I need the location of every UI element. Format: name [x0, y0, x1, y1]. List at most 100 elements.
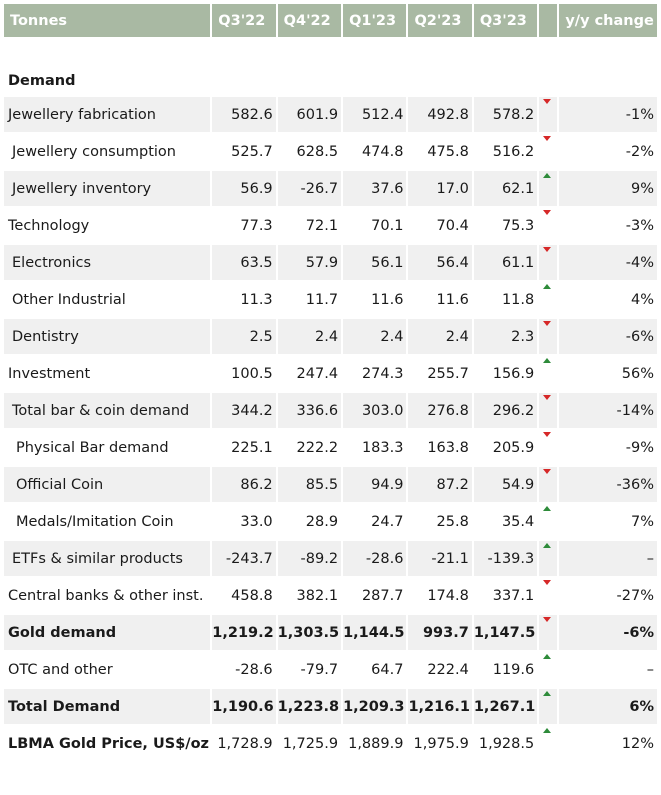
section-row: Demand	[4, 39, 657, 95]
table-row: LBMA Gold Price, US$/oz 1,728.9 1,725.9 1,8…	[4, 726, 657, 761]
row-value: 601.9	[277, 97, 342, 132]
row-yy-change: -2%	[625, 143, 654, 160]
row-value: 33.0	[240, 513, 273, 530]
row-value: 492.8	[408, 97, 472, 132]
triangle-down-icon	[543, 247, 552, 252]
row-yy-change: 56%	[621, 365, 654, 382]
table-row: OTC and other -28.6 -79.7 64.7 222.4 119.6 –	[4, 652, 657, 687]
row-label: ETFs & similar products	[4, 541, 211, 576]
row-yy-change: -14%	[559, 393, 657, 428]
table-row: Physical Bar demand 225.1 222.2 183.3 163.8 2…	[4, 430, 657, 465]
row-value: 1,303.5	[277, 615, 342, 650]
row-value: 475.8	[427, 143, 469, 160]
trend-cell	[539, 245, 558, 280]
row-value: 70.1	[371, 217, 404, 234]
row-value: 17.0	[408, 171, 472, 206]
trend-cell	[539, 393, 558, 428]
table-row: ETFs & similar products -243.7 -89.2 -28.6-…	[4, 541, 657, 576]
row-yy-change: 7%	[630, 513, 654, 530]
row-yy-change: –	[646, 661, 654, 678]
header-quarter: Q3'23	[473, 4, 538, 37]
triangle-down-icon	[543, 136, 552, 141]
row-value: 183.3	[361, 439, 404, 456]
row-value: 61.1	[473, 245, 538, 280]
trend-cell	[539, 652, 557, 687]
row-yy-change: -4%	[559, 245, 657, 280]
row-label: Physical Bar demand	[16, 439, 169, 456]
row-value: 85.5	[277, 467, 342, 502]
triangle-down-icon	[543, 395, 552, 400]
trend-cell	[539, 171, 558, 206]
row-value: -26.7	[277, 171, 342, 206]
row-value: 1,216.1	[408, 689, 472, 724]
row-label: Total Demand	[4, 689, 211, 724]
triangle-up-icon	[543, 506, 552, 511]
row-value: -28.6	[343, 541, 407, 576]
row-value: 337.1	[492, 587, 535, 604]
triangle-up-icon	[543, 173, 552, 178]
row-value: 628.5	[296, 143, 339, 160]
row-value: 37.6	[343, 171, 407, 206]
trend-cell	[539, 282, 557, 317]
row-value: 344.2	[212, 393, 276, 428]
row-value: 174.8	[427, 587, 469, 604]
trend-cell	[539, 689, 558, 724]
row-label: Jewellery fabrication	[4, 97, 211, 132]
row-value: 86.2	[212, 467, 276, 502]
trend-cell	[539, 467, 558, 502]
row-label: Central banks & other inst.	[8, 587, 204, 604]
trend-cell	[539, 504, 557, 539]
row-label: Jewellery consumption	[12, 143, 176, 160]
triangle-down-icon	[543, 321, 552, 326]
trend-cell	[539, 97, 558, 132]
triangle-up-icon	[543, 654, 552, 659]
row-value: 75.3	[501, 217, 535, 234]
triangle-up-icon	[543, 358, 552, 363]
row-value: 63.5	[212, 245, 276, 280]
row-value: 1,219.2	[212, 615, 276, 650]
table-row: Total Demand 1,190.6 1,223.8 1,209.3 1,216.1…	[4, 689, 657, 724]
row-value: 11.3	[240, 291, 273, 308]
row-value: 222.2	[296, 439, 339, 456]
row-yy-change: -3%	[625, 217, 654, 234]
row-value: 525.7	[231, 143, 273, 160]
row-value: 87.2	[408, 467, 472, 502]
row-value: 2.3	[473, 319, 538, 354]
row-value: 1,267.1	[473, 689, 538, 724]
row-yy-change: 9%	[559, 171, 657, 206]
row-label: Technology	[8, 217, 90, 234]
row-value: 578.2	[473, 97, 538, 132]
row-value: 100.5	[231, 365, 273, 382]
row-value: 287.7	[361, 587, 404, 604]
row-value: 94.9	[343, 467, 407, 502]
table-row: Technology 77.3 72.1 70.1 70.4 75.3 -3%	[4, 208, 657, 243]
row-value: -21.1	[408, 541, 472, 576]
row-value: 11.6	[371, 291, 404, 308]
triangle-down-icon	[543, 580, 552, 585]
row-value: 2.4	[408, 319, 472, 354]
row-value: -28.6	[235, 661, 273, 678]
row-yy-change: -1%	[559, 97, 657, 132]
table-row: Jewellery fabrication 582.6 601.9 512.4 492.…	[4, 97, 657, 132]
row-yy-change: 12%	[621, 735, 654, 752]
row-value: -89.2	[277, 541, 342, 576]
row-label: Total bar & coin demand	[4, 393, 211, 428]
row-value: 303.0	[343, 393, 407, 428]
row-value: 163.8	[427, 439, 469, 456]
row-value: 77.3	[240, 217, 273, 234]
row-value: 11.8	[501, 291, 535, 308]
table-row: Official Coin 86.2 85.5 94.9 87.2 54.9 -36%	[4, 467, 657, 502]
table-row: Medals/Imitation Coin 33.0 28.9 24.7 25.8 35.…	[4, 504, 657, 539]
row-value: 1,728.9	[217, 735, 273, 752]
table-row: Gold demand 1,219.2 1,303.5 1,144.5 993.7 1,1…	[4, 615, 657, 650]
row-value: 1,223.8	[277, 689, 342, 724]
table-row: Investment 100.5 247.4 274.3 255.7 156.9 56%	[4, 356, 657, 391]
trend-cell	[539, 578, 557, 613]
row-yy-change: -36%	[559, 467, 657, 502]
header-quarter: Q1'23	[343, 4, 407, 37]
table-row: Other Industrial 11.3 11.7 11.6 11.6 11.8 4%	[4, 282, 657, 317]
row-value: 1,190.6	[212, 689, 276, 724]
row-value: 25.8	[436, 513, 469, 530]
row-value: 516.2	[492, 143, 535, 160]
triangle-down-icon	[543, 210, 552, 215]
